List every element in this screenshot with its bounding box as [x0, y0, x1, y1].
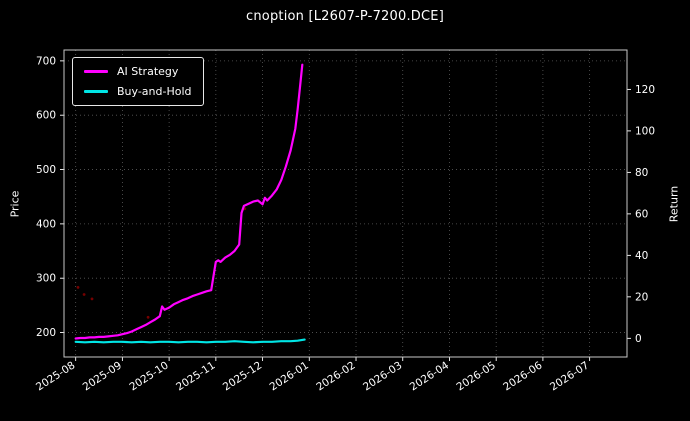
- y-tick-label-right: 40: [635, 250, 648, 262]
- y-tick-label-left: 500: [36, 164, 56, 176]
- y-tick-label-right: 120: [635, 84, 655, 96]
- x-tick-label: 2026-02: [314, 359, 357, 393]
- y-tick-label-left: 700: [36, 55, 56, 67]
- y-tick-label-left: 600: [36, 110, 56, 122]
- chart-title: cnoption [L2607-P-7200.DCE]: [246, 9, 444, 24]
- series-line-buy-and-hold: [74, 338, 306, 344]
- x-tick-label: 2026-06: [501, 359, 545, 393]
- legend: AI Strategy Buy-and-Hold: [72, 57, 204, 106]
- legend-label-ai-strategy: AI Strategy: [117, 65, 179, 78]
- y-tick-label-right: 20: [635, 291, 648, 303]
- ai-strategy-line-swatch: [84, 70, 108, 73]
- x-tick-label: 2025-09: [81, 359, 124, 393]
- plot-frame: [63, 49, 628, 358]
- y-tick-label-right: 0: [635, 333, 642, 345]
- x-tick-label: 2026-03: [361, 359, 404, 393]
- buy-and-hold-line-swatch: [84, 90, 108, 93]
- x-tick-label: 2026-04: [408, 359, 452, 393]
- x-tick-label: 2025-11: [174, 359, 217, 393]
- y-tick-label-right: 100: [635, 125, 655, 137]
- x-tick-label: 2026-07: [548, 359, 591, 393]
- x-tick-label: 2025-10: [127, 359, 170, 393]
- signal-dot: [146, 315, 150, 319]
- y-tick-label-left: 200: [36, 327, 56, 339]
- legend-label-buy-and-hold: Buy-and-Hold: [117, 85, 192, 98]
- series-line-ai-strategy: [74, 63, 304, 340]
- x-tick-label: 2026-01: [268, 359, 311, 393]
- x-tick-label: 2025-08: [34, 359, 77, 393]
- y-tick-label-left: 400: [36, 218, 56, 230]
- signal-dot: [82, 293, 86, 296]
- x-tick-label: 2026-05: [454, 359, 497, 393]
- x-tick-label: 2025-12: [221, 359, 264, 393]
- signal-dot: [76, 286, 80, 289]
- y-tick-label-left: 300: [36, 273, 56, 285]
- legend-item-ai-strategy: AI Strategy: [84, 65, 192, 78]
- legend-item-buy-and-hold: Buy-and-Hold: [84, 85, 192, 98]
- y-tick-label-right: 60: [635, 208, 648, 220]
- y-tick-label-right: 80: [635, 167, 648, 179]
- signal-dot: [90, 297, 94, 301]
